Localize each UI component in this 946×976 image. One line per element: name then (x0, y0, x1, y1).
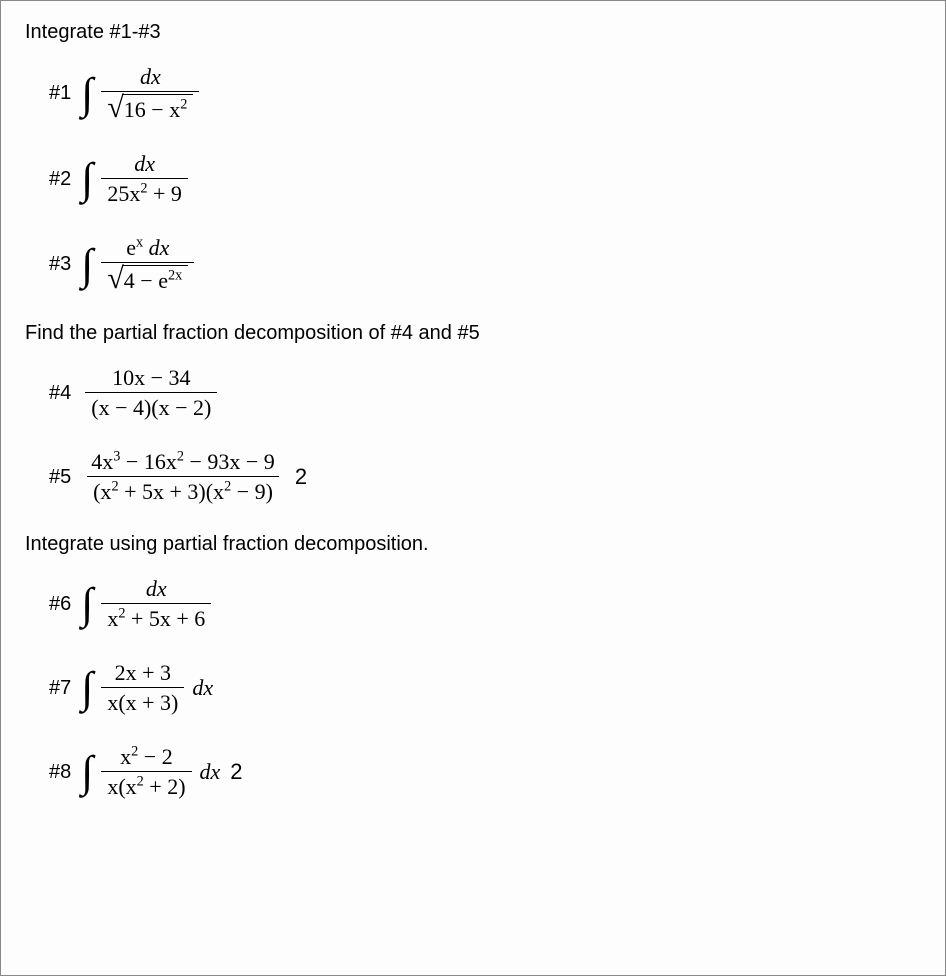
problem-number: #4 (49, 382, 71, 405)
problem-number: #5 (49, 466, 71, 489)
problem-number: #3 (49, 253, 71, 276)
num-p3: − 93x − 9 (184, 449, 275, 474)
exponent: 2 (137, 774, 144, 790)
integral-sign: ∫ (81, 750, 93, 794)
integral-sign: ∫ (81, 582, 93, 626)
numerator: dx (140, 64, 161, 89)
problem-number: #1 (49, 82, 71, 105)
dx: dx (200, 759, 221, 785)
problem-4: #4 10x − 34 (x − 4)(x − 2) (49, 365, 921, 421)
integral-expr: ∫ dx x2 + 5x + 6 (81, 576, 215, 632)
num-p1: x (120, 744, 131, 769)
fraction-expr: 10x − 34 (x − 4)(x − 2) (81, 365, 221, 421)
num-part1: e (126, 235, 136, 260)
integral-expr: ∫ x2 − 2 x(x2 + 2) dx (81, 744, 220, 800)
den-p1: x(x (107, 774, 136, 799)
fraction-expr: 4x3 − 16x2 − 93x − 9 (x2 + 5x + 3)(x2 − … (81, 449, 285, 505)
problem-8: #8 ∫ x2 − 2 x(x2 + 2) dx 2 (49, 744, 921, 800)
problem-1: #1 ∫ dx √ 16 − x2 (49, 64, 921, 123)
problem-number: #2 (49, 168, 71, 191)
numerator: dx (146, 576, 167, 601)
problem-3: #3 ∫ ex dx √ 4 − e2x (49, 235, 921, 294)
denominator: x(x + 3) (107, 690, 178, 715)
integral-sign: ∫ (81, 666, 93, 710)
problem-7: #7 ∫ 2x + 3 x(x + 3) dx (49, 660, 921, 716)
radicand: 4 − e (124, 268, 168, 293)
dx: dx (192, 675, 213, 701)
numerator: 10x − 34 (112, 365, 190, 390)
den-p1: (x (93, 479, 111, 504)
integral-sign: ∫ (81, 243, 93, 287)
trailing-text: 2 (295, 464, 307, 490)
denominator: (x − 4)(x − 2) (91, 395, 211, 420)
den-p2: + 2) (144, 774, 186, 799)
num-p2: − 2 (138, 744, 172, 769)
numerator: dx (134, 151, 155, 176)
integral-expr: ∫ ex dx √ 4 − e2x (81, 235, 198, 294)
den-p1: x (107, 606, 118, 631)
section2-title: Find the partial fraction decomposition … (25, 322, 921, 345)
problem-2: #2 ∫ dx 25x2 + 9 (49, 151, 921, 207)
exponent: 2 (177, 449, 184, 465)
numerator: 2x + 3 (115, 660, 171, 685)
integral-sign: ∫ (81, 72, 93, 116)
integral-expr: ∫ dx 25x2 + 9 (81, 151, 192, 207)
exponent: 2x (168, 268, 182, 284)
num-p1: 4x (91, 449, 113, 474)
section3-title: Integrate using partial fraction decompo… (25, 533, 921, 556)
num-p2: − 16x (120, 449, 176, 474)
integral-sign: ∫ (81, 157, 93, 201)
radicand: 16 − x (124, 97, 180, 122)
den-part2: + 9 (147, 181, 181, 206)
problem-number: #7 (49, 677, 71, 700)
den-part1: 25x (107, 181, 140, 206)
den-p3: − 9) (231, 479, 273, 504)
exponent: 2 (180, 97, 187, 113)
problem-number: #6 (49, 593, 71, 616)
section1-title: Integrate #1-#3 (25, 21, 921, 44)
den-p2: + 5x + 6 (125, 606, 205, 631)
problem-number: #8 (49, 761, 71, 784)
den-p2: + 5x + 3)(x (119, 479, 224, 504)
trailing-text: 2 (230, 759, 242, 785)
integral-expr: ∫ 2x + 3 x(x + 3) dx (81, 660, 213, 716)
integral-expr: ∫ dx √ 16 − x2 (81, 64, 203, 123)
num-part2: dx (143, 235, 169, 260)
problem-6: #6 ∫ dx x2 + 5x + 6 (49, 576, 921, 632)
problem-5: #5 4x3 − 16x2 − 93x − 9 (x2 + 5x + 3)(x2… (49, 449, 921, 505)
exponent: 2 (111, 479, 118, 495)
